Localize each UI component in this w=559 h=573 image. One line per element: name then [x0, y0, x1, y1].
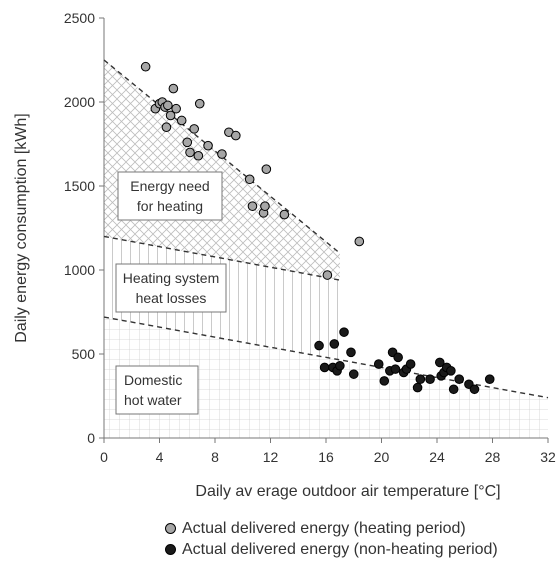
point-heating [171, 103, 181, 114]
point-heating [261, 164, 272, 174]
x-tick-label: 32 [540, 449, 556, 465]
trend-line-losses [103, 235, 341, 281]
y-tick-label: 1500 [64, 178, 95, 194]
point-non-heating [329, 339, 340, 349]
point-non-heating [390, 364, 401, 374]
point-heating [203, 140, 213, 151]
point-heating [354, 236, 365, 247]
point-heating [165, 110, 176, 121]
region-label-box [115, 365, 199, 415]
region-hot-water [104, 317, 548, 438]
x-tick-label: 28 [485, 449, 501, 465]
point-non-heating [454, 374, 465, 385]
point-non-heating [393, 352, 403, 363]
legend-marker-heating [165, 523, 176, 534]
y-axis-title: Daily energy consumption [kWh] [13, 113, 30, 342]
point-non-heating [446, 366, 456, 376]
trend-line-hot-water [103, 316, 549, 399]
trend-line-heating [103, 59, 341, 254]
legend-item-heating: Actual delivered energy (heating period) [165, 518, 498, 539]
point-non-heating [412, 382, 423, 393]
region-label-text: Energy need [130, 178, 209, 194]
point-heating [217, 149, 227, 159]
point-non-heating [335, 360, 345, 371]
point-heating [161, 122, 172, 132]
point-heating [189, 124, 199, 134]
y-tick-label: 500 [72, 346, 96, 362]
y-tick-label: 1000 [64, 262, 95, 278]
point-heating [182, 137, 193, 148]
region-energy-need [104, 60, 340, 281]
point-non-heating [448, 384, 459, 395]
point-non-heating [405, 359, 416, 369]
x-tick-label: 12 [263, 449, 279, 465]
point-heating [168, 83, 179, 94]
region-label-text: Heating system [123, 270, 219, 286]
point-non-heating [434, 357, 445, 368]
x-tick-label: 16 [318, 449, 334, 465]
y-tick-label: 2000 [64, 94, 95, 110]
y-tick-label: 0 [87, 430, 95, 446]
point-non-heating [346, 347, 356, 358]
x-tick-label: 20 [374, 449, 390, 465]
legend-marker-non-heating [165, 544, 176, 555]
point-heating [140, 61, 151, 72]
region-label-text: heat losses [136, 290, 207, 306]
point-non-heating [379, 376, 390, 386]
point-heating [231, 130, 241, 141]
point-heating [185, 147, 195, 158]
x-tick-label: 0 [100, 449, 108, 465]
region-label-box [117, 171, 223, 221]
point-non-heating [373, 359, 384, 369]
x-tick-label: 4 [156, 449, 164, 465]
point-non-heating [484, 374, 495, 385]
region-label-text: Domestic [124, 372, 182, 388]
point-non-heating [425, 374, 435, 385]
point-heating [244, 174, 255, 185]
region-label-text: for heating [137, 198, 203, 214]
point-non-heating [469, 384, 480, 395]
region-label-box [115, 263, 227, 313]
point-heating [194, 98, 205, 109]
point-heating [176, 115, 187, 126]
point-non-heating [339, 327, 349, 337]
point-non-heating [314, 340, 324, 351]
point-heating [247, 201, 258, 211]
point-heating [322, 270, 333, 280]
x-tick-label: 8 [211, 449, 219, 465]
x-axis-title: Daily av erage outdoor air temperature [… [195, 483, 500, 500]
y-tick-label: 2500 [64, 10, 95, 26]
legend-item-non-heating: Actual delivered energy (non-heating per… [165, 539, 498, 560]
legend-label-non-heating: Actual delivered energy (non-heating per… [182, 540, 498, 558]
point-non-heating [319, 362, 330, 373]
region-label-text: hot water [124, 392, 182, 408]
point-heating [260, 201, 270, 211]
point-heating [163, 100, 173, 111]
legend-label-heating: Actual delivered energy (heating period) [182, 519, 466, 537]
point-heating [193, 150, 204, 161]
x-tick-label: 24 [429, 449, 445, 465]
legend: Actual delivered energy (heating period)… [165, 518, 498, 560]
point-heating [279, 209, 290, 220]
point-non-heating [415, 374, 426, 385]
point-non-heating [348, 369, 359, 379]
